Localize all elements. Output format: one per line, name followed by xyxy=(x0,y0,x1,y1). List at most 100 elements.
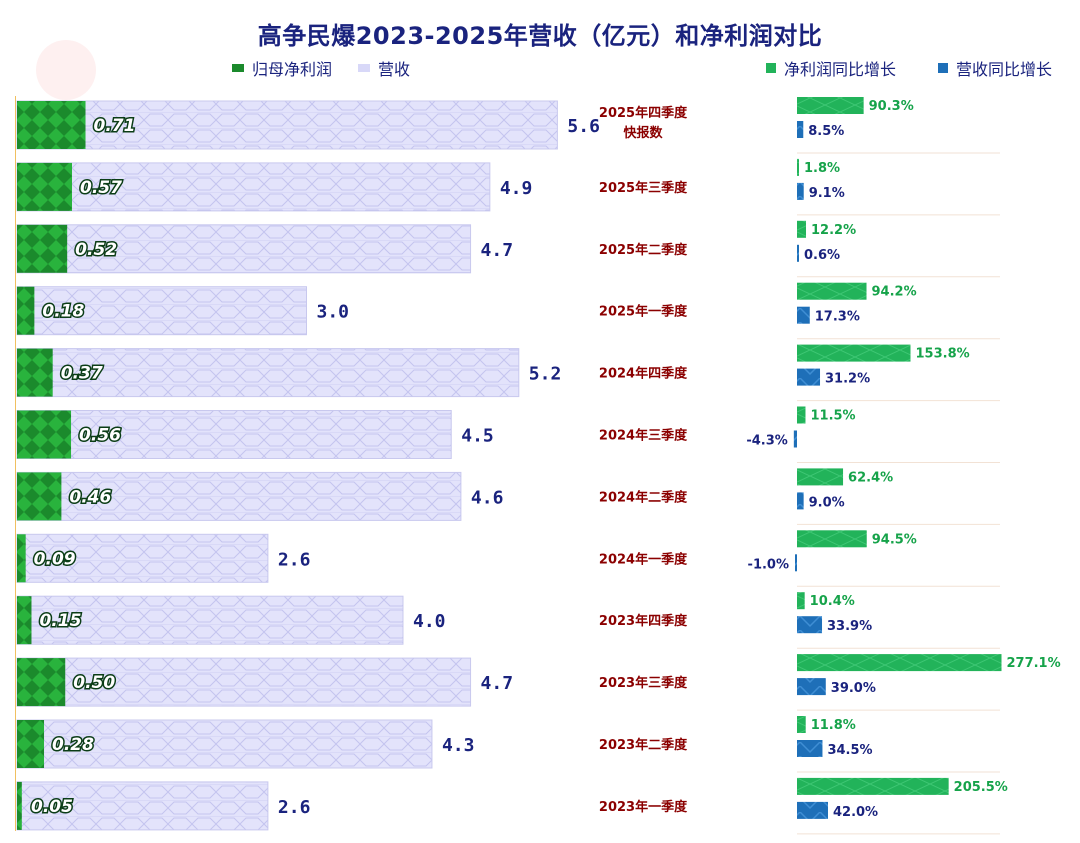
net-profit-bar xyxy=(17,162,73,211)
rev-growth-bar xyxy=(797,740,823,757)
revenue-label: 4.7 xyxy=(481,240,514,261)
net-profit-label: 0.56 xyxy=(79,426,121,446)
rev-growth-label: 33.9% xyxy=(827,619,872,634)
rev-growth-label: -4.3% xyxy=(746,434,787,449)
np-growth-label: 12.2% xyxy=(811,223,856,238)
net-profit-label: 0.57 xyxy=(80,178,122,198)
net-profit-label: 0.71 xyxy=(94,116,136,136)
revenue-label: 5.2 xyxy=(529,364,562,385)
np-growth-bar xyxy=(797,282,867,300)
legend-rev-growth-label: 营收同比增长 xyxy=(956,60,1053,79)
rev-growth-bar xyxy=(797,368,821,386)
legend-net-profit: 归母净利润 xyxy=(232,56,332,80)
category-label: 2023年二季度 xyxy=(599,737,688,753)
legend-net-profit-swatch xyxy=(232,64,244,72)
revenue-label: 3.0 xyxy=(317,302,350,323)
rev-growth-bar xyxy=(797,121,804,138)
rev-growth-bar xyxy=(797,306,810,324)
np-growth-label: 90.3% xyxy=(869,99,914,114)
rev-growth-bar xyxy=(797,678,826,696)
rev-growth-label: 39.0% xyxy=(831,681,876,696)
np-growth-bar xyxy=(797,97,864,114)
rev-growth-bar xyxy=(795,554,797,572)
net-profit-bar xyxy=(17,348,53,397)
np-growth-label: 153.8% xyxy=(916,347,970,362)
np-growth-bar xyxy=(797,592,805,610)
net-profit-bar xyxy=(17,224,68,273)
legend-revenue: 营收 xyxy=(358,56,410,80)
net-profit-bar xyxy=(17,596,32,645)
np-growth-bar xyxy=(797,777,949,795)
chart-title: 高争民爆2023-2025年营收（亿元）和净利润对比 xyxy=(257,22,823,50)
revenue-label: 4.7 xyxy=(481,673,514,694)
net-profit-bar xyxy=(17,658,66,707)
legend-np-growth-label: 净利润同比增长 xyxy=(784,60,897,79)
net-profit-label: 0.15 xyxy=(39,611,81,631)
legend-rev-growth: 营收同比增长 xyxy=(938,56,1052,80)
net-profit-label: 0.37 xyxy=(61,364,103,384)
net-profit-bar xyxy=(17,472,62,521)
revenue-bar xyxy=(16,410,452,459)
rev-growth-label: 8.5% xyxy=(808,124,844,139)
np-growth-bar xyxy=(797,468,844,486)
revenue-label: 4.9 xyxy=(500,178,533,199)
rev-growth-label: 31.2% xyxy=(825,372,870,387)
revenue-bar xyxy=(16,533,269,583)
net-profit-label: 0.18 xyxy=(42,302,84,322)
net-profit-bar xyxy=(17,534,26,583)
np-growth-label: 1.8% xyxy=(804,161,840,176)
legend-revenue-swatch xyxy=(358,64,370,72)
rev-growth-bar xyxy=(797,801,828,819)
category-label: 2025年二季度 xyxy=(599,242,688,258)
revenue-label: 4.6 xyxy=(471,487,504,508)
category-label: 2025年四季度 xyxy=(599,105,688,121)
np-growth-bar xyxy=(797,220,807,238)
net-profit-label: 0.28 xyxy=(52,735,94,755)
net-profit-bar xyxy=(17,286,35,335)
rev-growth-label: 9.0% xyxy=(809,495,845,510)
rev-growth-label: 0.6% xyxy=(804,248,840,263)
revenue-bar xyxy=(16,781,269,831)
net-profit-label: 0.52 xyxy=(75,240,117,260)
rev-growth-label: 42.0% xyxy=(833,805,878,820)
category-label: 2024年三季度 xyxy=(599,428,688,444)
rev-growth-bar xyxy=(793,430,797,448)
net-profit-label: 0.46 xyxy=(69,487,111,507)
revenue-bar xyxy=(16,657,472,707)
revenue-bar xyxy=(16,471,462,521)
np-growth-label: 277.1% xyxy=(1006,656,1060,671)
legend-revenue-label: 营收 xyxy=(378,60,411,79)
np-growth-bar xyxy=(797,716,806,733)
np-growth-bar xyxy=(797,344,911,362)
category-label: 2025年一季度 xyxy=(599,304,688,320)
revenue-label: 4.3 xyxy=(442,735,475,756)
left-axis-line xyxy=(15,96,16,831)
net-profit-bar xyxy=(17,410,72,459)
rev-growth-label: 34.5% xyxy=(827,743,872,758)
np-growth-label: 205.5% xyxy=(954,780,1008,795)
revenue-label: 2.6 xyxy=(278,549,311,570)
revenue-label: 5.6 xyxy=(567,116,600,137)
np-growth-bar xyxy=(797,158,799,176)
rev-growth-bar xyxy=(797,492,804,510)
np-growth-bar xyxy=(797,406,806,424)
legend-np-growth: 净利润同比增长 xyxy=(766,56,896,80)
revenue-bar xyxy=(16,224,472,274)
legend-rev-growth-swatch xyxy=(938,63,948,73)
net-profit-label: 0.50 xyxy=(73,673,115,693)
np-growth-label: 10.4% xyxy=(810,594,855,609)
category-label: 2024年一季度 xyxy=(599,551,688,567)
category-label: 2024年四季度 xyxy=(599,366,688,382)
net-profit-label: 0.09 xyxy=(34,549,76,569)
net-profit-bar xyxy=(17,101,86,149)
np-growth-label: 11.8% xyxy=(811,718,856,733)
rev-growth-bar xyxy=(797,616,823,634)
revenue-bar xyxy=(16,719,433,769)
revenue-label: 4.0 xyxy=(413,611,446,632)
np-growth-bar xyxy=(797,654,1002,672)
rev-growth-bar xyxy=(797,182,804,200)
category-label: 2023年四季度 xyxy=(599,613,688,629)
rev-growth-label: 9.1% xyxy=(809,186,845,201)
category-label: 快报数 xyxy=(623,125,663,141)
